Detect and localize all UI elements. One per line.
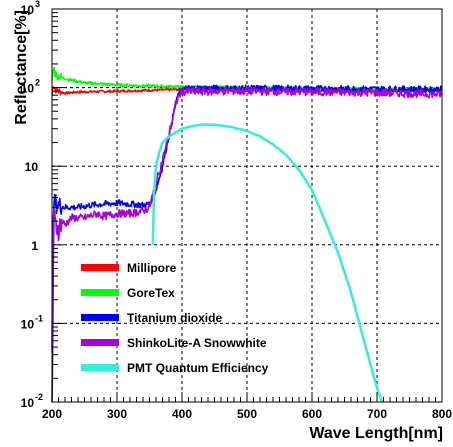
y-tick-label: 10 <box>21 317 35 331</box>
y-axis-title: Reflectance[%] <box>13 10 30 125</box>
y-tick-exponent: 2 <box>35 78 40 88</box>
series-layer <box>51 66 443 403</box>
legend-label: Titanium dioxide <box>127 311 222 325</box>
legend-label: Millipore <box>127 261 177 275</box>
y-tick-exponent: 3 <box>35 0 40 9</box>
y-tick-exponent: -2 <box>35 392 43 402</box>
legend-swatch <box>81 289 119 296</box>
y-tick-label: 1 <box>31 239 38 253</box>
series-line <box>51 84 443 403</box>
y-tick-label: 10 <box>21 3 35 17</box>
y-tick-label: 10 <box>25 160 39 174</box>
legend-label: ShinkoLite-A Snowwhite <box>127 336 267 350</box>
x-tick-label: 800 <box>432 407 452 421</box>
x-tick-label: 400 <box>172 407 192 421</box>
y-tick-label: 10 <box>21 82 35 96</box>
legend-swatch <box>81 364 119 371</box>
legend: Millipore GoreTex Titanium dioxide ShinkoLi… <box>81 261 269 375</box>
series-line <box>51 86 443 351</box>
legend-swatch <box>81 314 119 321</box>
x-tick-label: 600 <box>302 407 322 421</box>
tick-layer <box>51 8 443 403</box>
series-line <box>151 123 384 403</box>
x-tick-label: 700 <box>367 407 387 421</box>
legend-label: GoreTex <box>127 286 175 300</box>
x-axis-title: Wave Length[nm] <box>309 425 443 442</box>
legend-swatch <box>81 264 119 271</box>
legend-swatch <box>81 339 119 346</box>
x-tick-label: 200 <box>42 407 62 421</box>
x-tick-label: 300 <box>107 407 127 421</box>
y-tick-label: 10 <box>21 396 35 410</box>
x-tick-label: 500 <box>237 407 257 421</box>
legend-label: PMT Quantum Efficiency <box>127 361 269 375</box>
y-tick-exponent: -1 <box>35 313 43 323</box>
